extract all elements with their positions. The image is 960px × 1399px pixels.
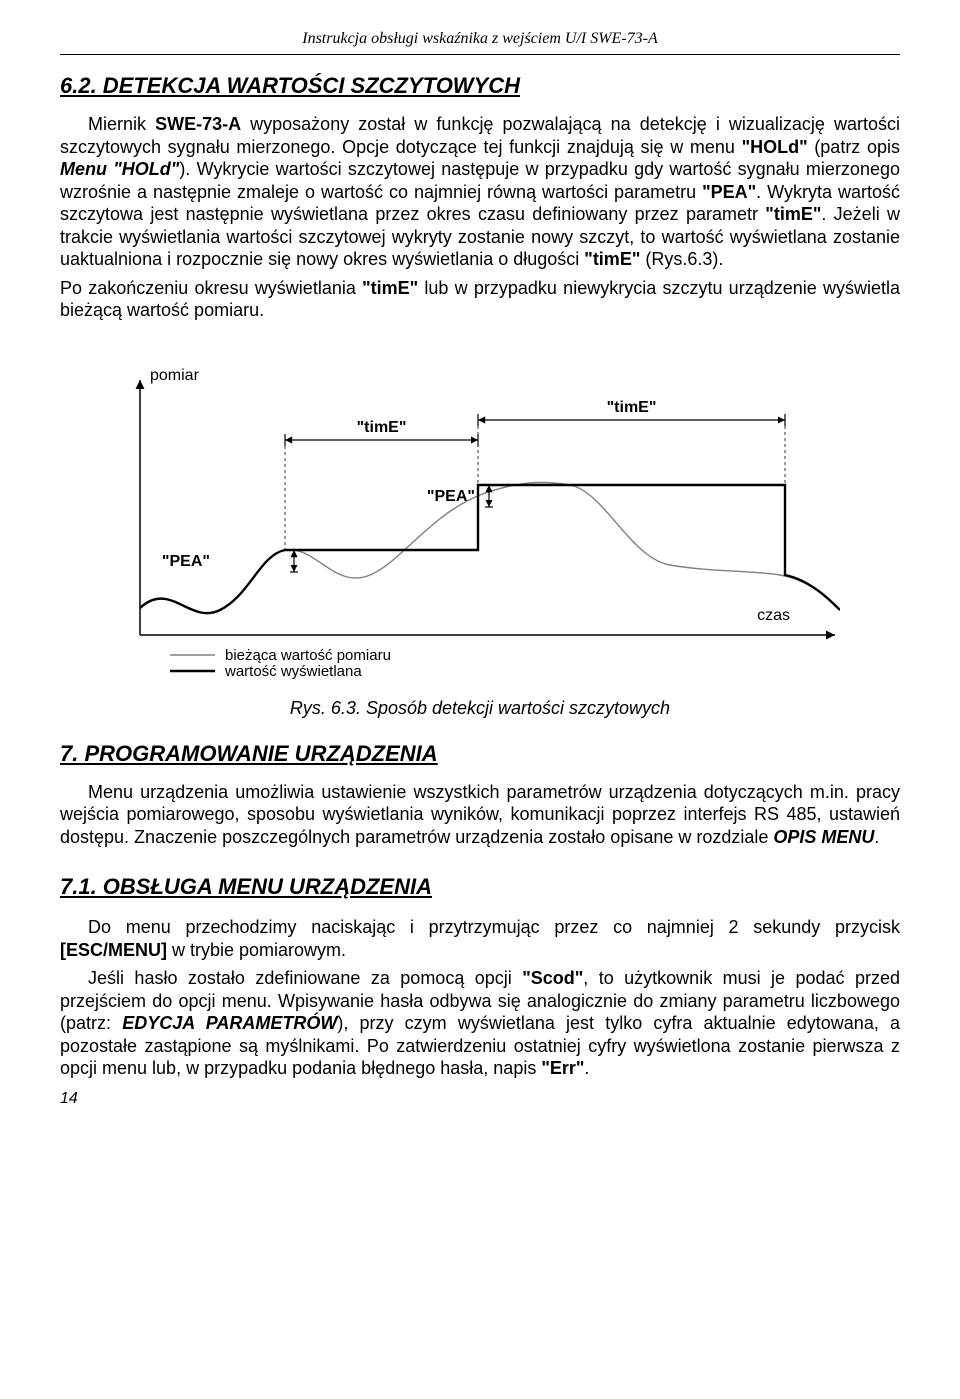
header-rule	[60, 54, 900, 55]
section-7-body: Menu urządzenia umożliwia ustawienie wsz…	[60, 781, 900, 849]
section-7-1-p1: Do menu przechodzimy naciskając i przytr…	[60, 916, 900, 961]
page-number: 14	[60, 1090, 78, 1108]
svg-text:"timE": "timE"	[607, 399, 657, 416]
svg-text:wartość wyświetlana: wartość wyświetlana	[224, 663, 362, 680]
section-6-2-title: 6.2. DETEKCJA WARTOŚCI SZCZYTOWYCH	[60, 73, 900, 99]
svg-text:"timE": "timE"	[357, 419, 407, 436]
svg-text:pomiar: pomiar	[150, 367, 200, 384]
page-header: Instrukcja obsługi wskaźnika z wejściem …	[60, 30, 900, 48]
svg-text:czas: czas	[757, 607, 790, 624]
section-7-1-title: 7.1. OBSŁUGA MENU URZĄDZENIA	[60, 874, 900, 900]
section-6-2-tail: Po zakończeniu okresu wyświetlania "timE…	[60, 277, 900, 322]
svg-text:"PEA": "PEA"	[162, 553, 210, 570]
svg-text:"PEA": "PEA"	[427, 488, 475, 505]
peak-detection-chart: pomiar czas "PEA" "PEA" "timE" "timE" bieżąca …	[60, 350, 900, 680]
section-6-2-body: Miernik SWE-73-A wyposażony został w fun…	[60, 113, 900, 271]
section-7-1-p2: Jeśli hasło zostało zdefiniowane za pomo…	[60, 967, 900, 1080]
figure-caption: Rys. 6.3. Sposób detekcji wartości szczy…	[60, 698, 900, 719]
svg-text:bieżąca wartość pomiaru: bieżąca wartość pomiaru	[225, 647, 391, 664]
section-7-title: 7. PROGRAMOWANIE URZĄDZENIA	[60, 741, 900, 767]
